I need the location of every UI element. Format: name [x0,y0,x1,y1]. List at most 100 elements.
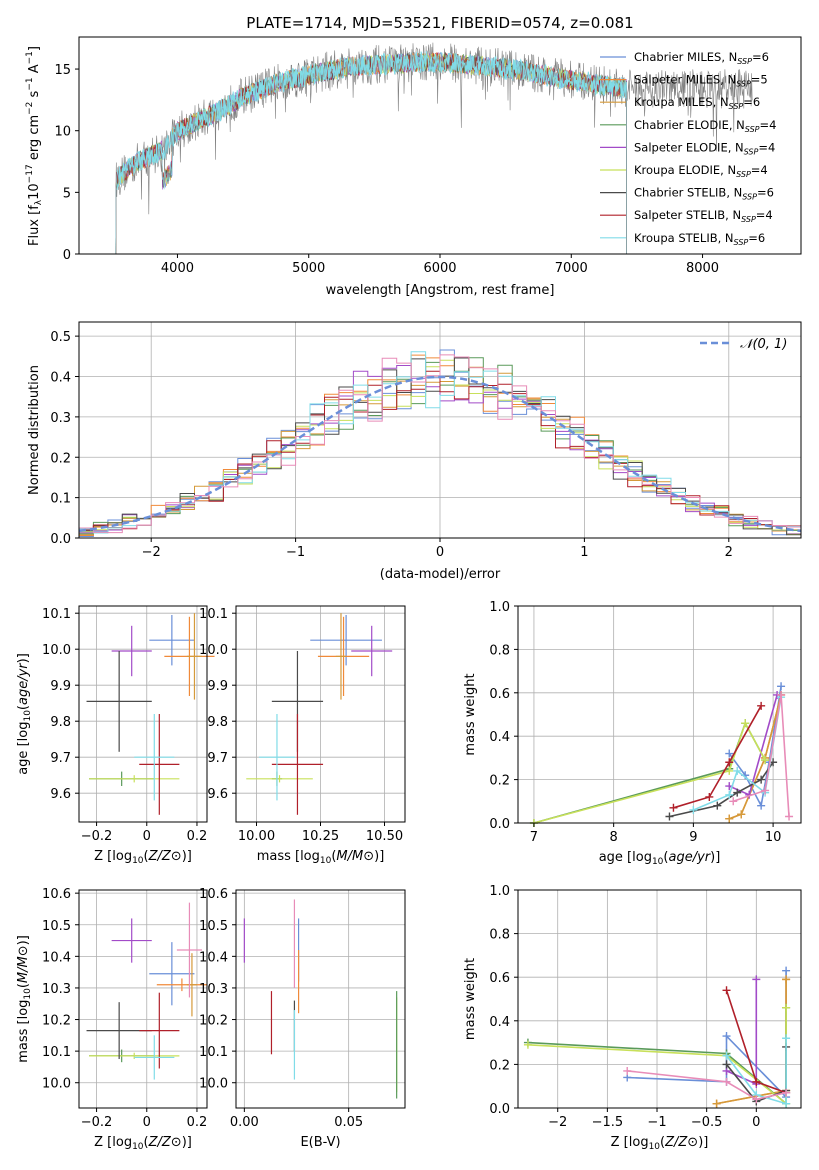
series-line [673,705,762,809]
xtick-label: −1.5 [592,1115,624,1130]
series-marker [761,756,770,765]
ytick-label: 0.4 [489,1015,510,1030]
series-marker [689,805,698,814]
series-line [627,1070,787,1101]
series-marker [733,766,742,775]
spectrum-overlay-series [116,51,627,190]
residuals-ytick-label: 0.2 [50,451,71,466]
spectrum-xtick-label: 7000 [555,261,588,276]
series-marker [761,786,770,795]
ytick-label: 1.0 [489,600,510,615]
xtick-label: 0 [752,1115,760,1130]
series-marker [725,814,734,823]
series-marker [782,966,791,975]
series-marker [782,975,791,984]
massweight-vs-Z-panel: −2 −1.5 −1 −0.5 0 0.0 0.2 0.4 0.6 0.8 1.0 Z [log10(… [463,884,802,1152]
spectrum-legend-label: Kroupa MILES, NSSP=6 [634,95,760,111]
series-marker [713,801,722,810]
ytick-label: 10.3 [42,982,71,997]
ytick-label: 10.3 [199,982,228,997]
ylabel: mass [log10(M/M⊙)] [16,935,33,1063]
ytick-label: 10.5 [42,919,71,934]
ytick-label: 1.0 [489,884,510,899]
ytick-label: 10.2 [199,1014,228,1029]
series-marker [757,775,766,784]
spectrum-ytick-label: 10 [54,125,71,140]
residuals-xticks: −2 −1 0 1 2 [142,538,733,560]
ytick-label: 9.7 [50,751,71,766]
xtick-label: 10.25 [302,829,339,844]
ytick-label: 10.0 [199,1077,228,1092]
spectrum-legend-label: Chabrier STELIB, NSSP=6 [634,186,774,202]
ytick-label: 0.0 [489,1102,510,1117]
ytick-label: 0.4 [489,730,510,745]
residuals-legend: 𝒩(0, 1) [700,337,787,352]
spectrum-xlabel: wavelength [Angstrom, rest frame] [326,283,555,298]
xlabel: mass [log10(M/M⊙)] [257,849,385,866]
residuals-ylabel: Normed distribution [27,365,42,495]
series-marker [777,690,786,699]
xlabel: age [log10(age/yr)] [599,850,721,867]
xtick-label: 0.2 [187,1115,208,1130]
series-marker [722,1077,731,1086]
ytick-label: 10.4 [199,950,228,965]
series-marker [712,1099,721,1108]
series-line [729,694,782,820]
ytick-label: 0.8 [489,928,510,943]
xlabel: E(B-V) [300,1135,340,1150]
residuals-histogram [79,354,801,534]
residuals-ytick-label: 0.3 [50,411,71,426]
ytick-label: 9.9 [50,679,71,694]
xtick-label: −1 [647,1115,666,1130]
axes-frame [78,889,208,1109]
xtick-label: −0.2 [81,829,113,844]
series-marker [777,682,786,691]
ytick-label: 9.7 [207,751,228,766]
residuals-normal-curve [78,375,802,533]
ytick-label: 9.8 [207,715,228,730]
ytick-label: 9.6 [50,787,71,802]
series-marker [705,792,714,801]
spectrum-panel: PLATE=1714, MJD=53521, FIBERID=0574, z=0… [25,14,802,298]
xtick-label: 8 [610,830,618,845]
spectrum-xtick-label: 8000 [686,261,719,276]
series-marker [722,1032,731,1041]
ylabel: mass weight [463,673,478,755]
residuals-xtick-label: −1 [286,545,305,560]
spectrum-xtick-label: 5000 [292,261,325,276]
xtick-label: 7 [530,830,538,845]
spectrum-legend-label: Salpeter MILES, NSSP=5 [634,73,768,89]
age-vs-Z-panel: −0.2 0 0.2 9.6 9.7 9.8 9.9 10.0 10.1 Z [log10(Z/Z… [16,605,215,866]
spectrum-xtick-label: 4000 [161,261,194,276]
residuals-xtick-label: −2 [142,545,161,560]
ytick-label: 10.0 [42,643,71,658]
series-marker [757,801,766,810]
ytick-label: 0.2 [489,1058,510,1073]
spectrum-legend-label: Chabrier ELODIE, NSSP=4 [634,118,776,134]
ytick-label: 10.1 [42,1045,71,1060]
xtick-label: 10 [765,830,782,845]
ytick-label: 10.0 [199,643,228,658]
spectrum-ylabel: Flux [fλ10−17 erg cm−2 s−1 A−1] [25,46,44,246]
series-line [725,1038,787,1105]
axes-frame [517,889,802,1109]
mass-vs-ebv-panel: 0.00 0.05 10.0 10.1 10.2 10.3 10.4 10.5 10.6 E(B-… [199,887,406,1150]
series-marker [722,1051,731,1060]
axes-frame [235,889,406,1109]
series-marker [665,812,674,821]
series-marker [729,797,738,806]
spectrum-legend-label: Salpeter STELIB, NSSP=4 [634,208,773,224]
xlabel: Z [log10(Z/Z⊙)] [94,849,192,866]
ytick-label: 0.8 [489,643,510,658]
series-line [732,694,790,817]
ytick-label: 0.6 [489,971,510,986]
series-marker [725,749,734,758]
ylabel: mass weight [463,958,478,1040]
age-vs-mass-panel: 10.00 10.25 10.50 9.6 9.7 9.8 9.9 10.0 10.1 mass … [199,605,406,866]
xlabel: Z [log10(Z/Z⊙)] [94,1135,192,1152]
series-marker [523,1040,532,1049]
ytick-label: 10.2 [42,1014,71,1029]
ytick-label: 10.0 [42,1077,71,1092]
xtick-label: 10.50 [366,829,403,844]
